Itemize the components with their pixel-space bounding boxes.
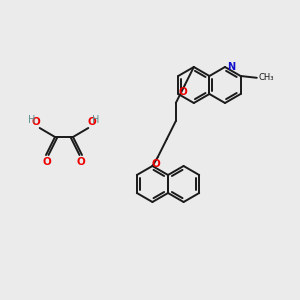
Text: O: O: [178, 87, 187, 97]
Text: O: O: [32, 117, 41, 127]
Text: CH₃: CH₃: [259, 73, 274, 82]
Text: O: O: [87, 117, 96, 127]
Text: N: N: [227, 62, 235, 72]
Text: O: O: [152, 159, 160, 169]
Text: H: H: [28, 115, 36, 125]
Text: H: H: [92, 115, 100, 125]
Text: O: O: [43, 157, 51, 167]
Text: O: O: [76, 157, 85, 167]
